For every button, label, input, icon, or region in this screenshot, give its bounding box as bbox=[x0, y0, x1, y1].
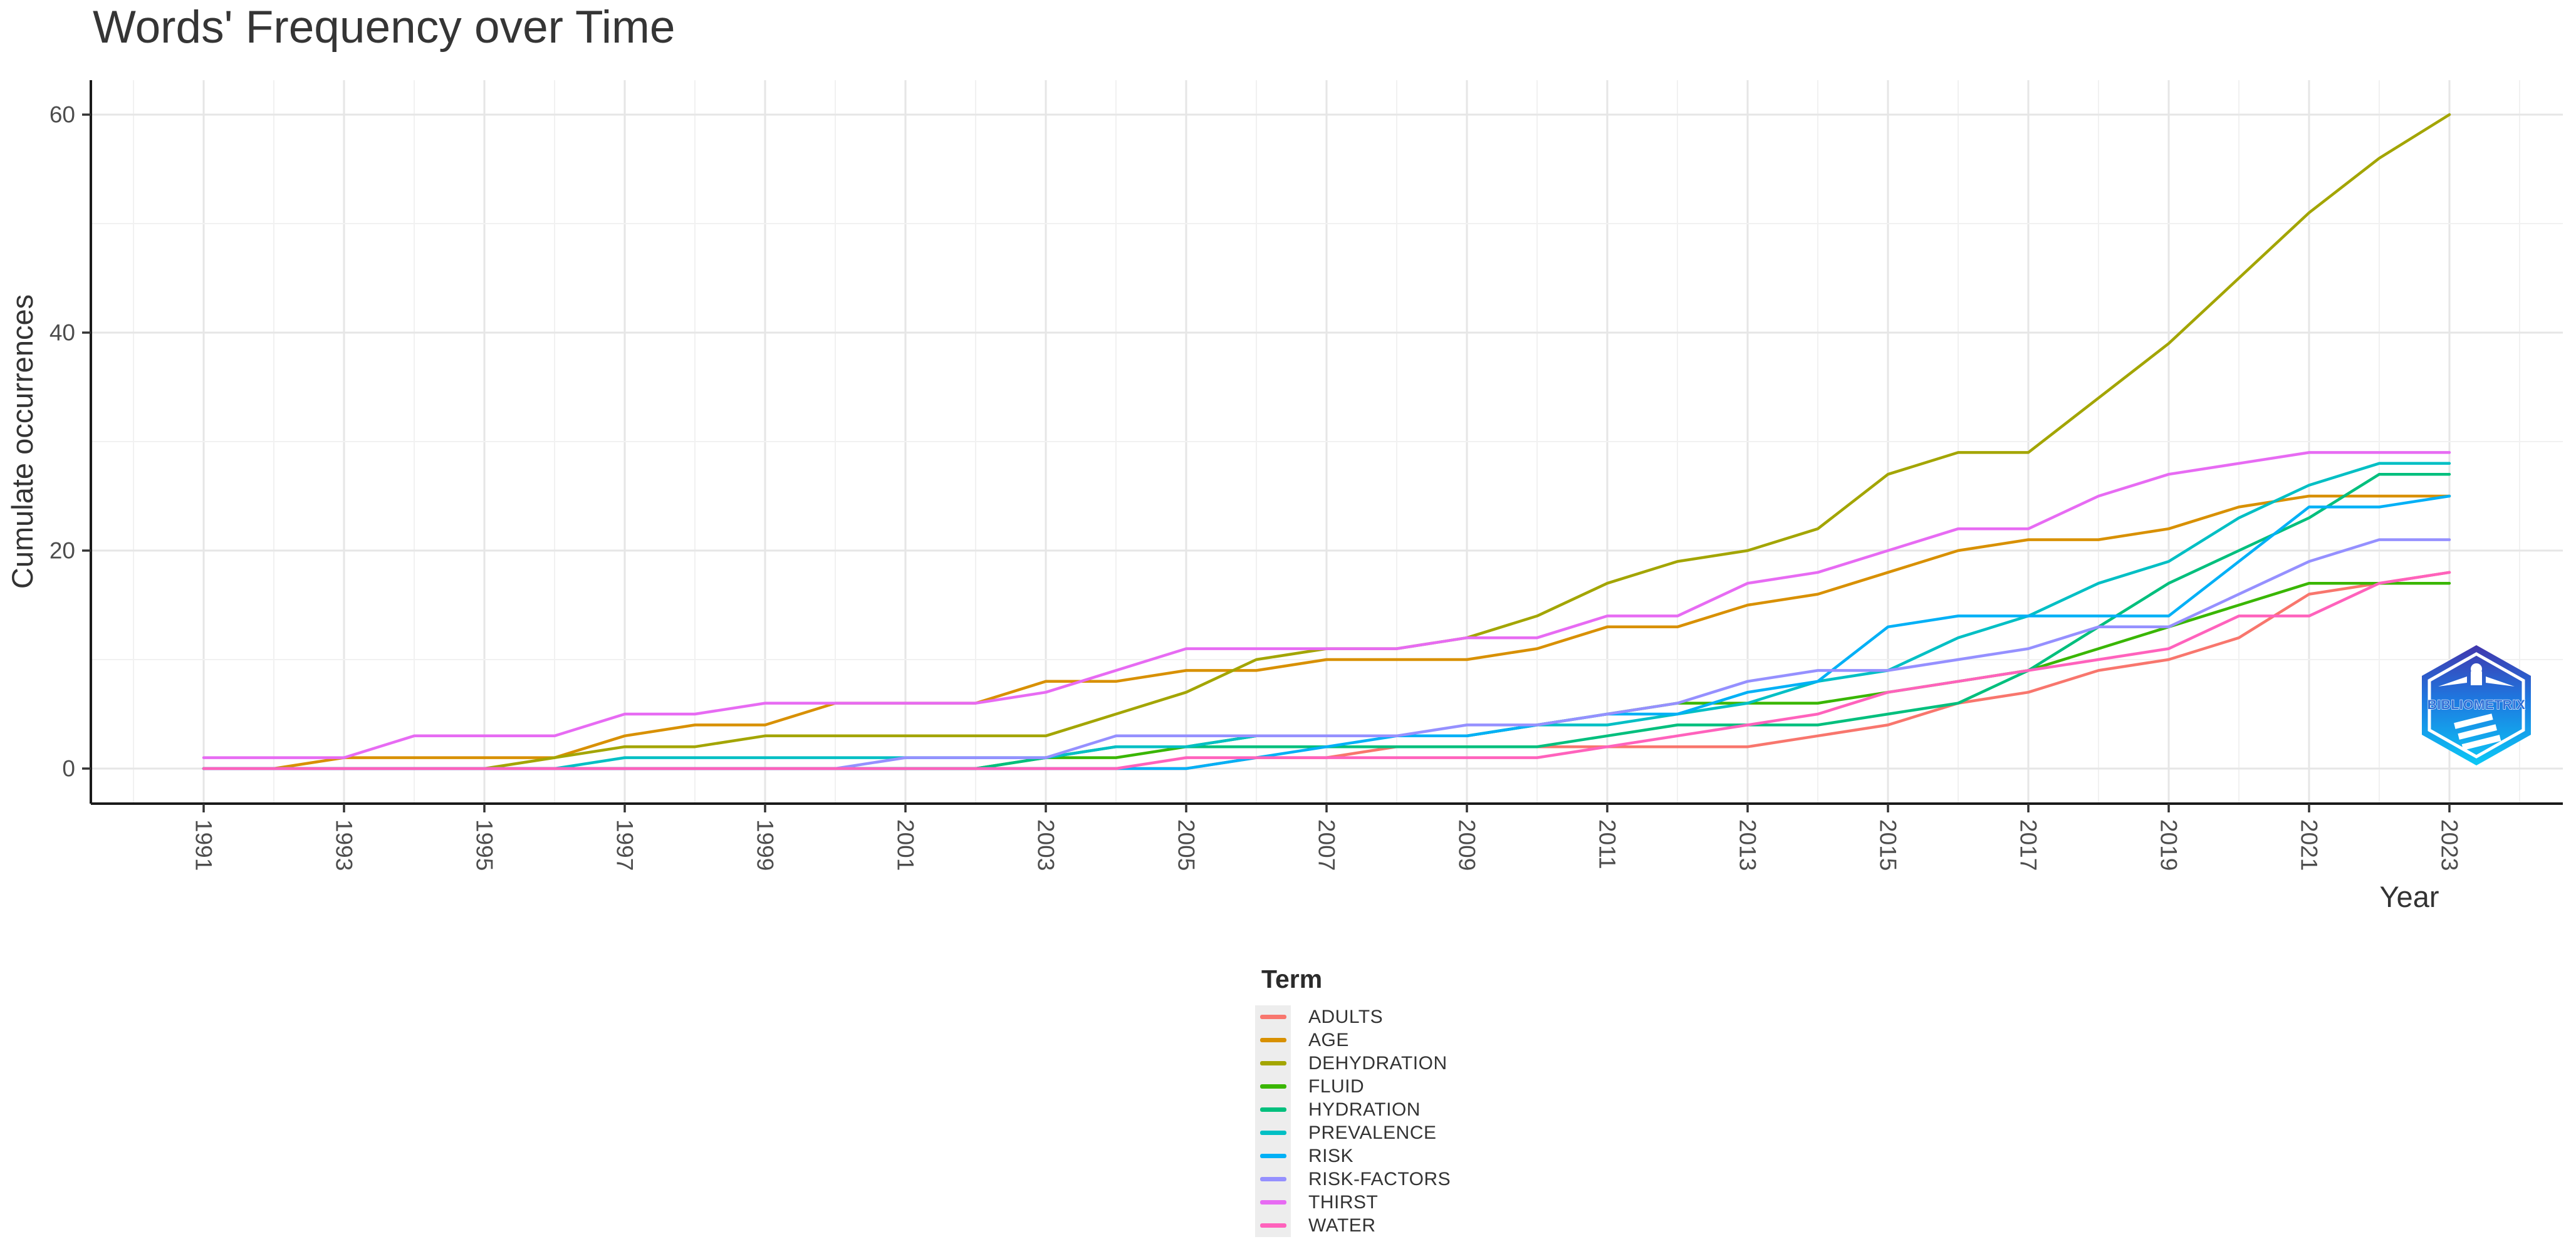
legend: Term ADULTS AGE DEHYDRATION FLUID HYDRATION P… bbox=[1255, 965, 1451, 1237]
lighthouse-icon bbox=[2438, 663, 2515, 750]
legend-items: ADULTS AGE DEHYDRATION FLUID HYDRATION PREVAL… bbox=[1255, 1005, 1451, 1237]
legend-item-label: DEHYDRATION bbox=[1308, 1052, 1447, 1074]
legend-key bbox=[1255, 1214, 1291, 1237]
y-axis: 0 20 40 60 bbox=[50, 102, 91, 782]
svg-text:40: 40 bbox=[50, 320, 75, 346]
legend-item: DEHYDRATION bbox=[1255, 1052, 1451, 1075]
svg-text:2009: 2009 bbox=[1454, 819, 1480, 871]
svg-text:20: 20 bbox=[50, 538, 75, 564]
legend-item: PREVALENCE bbox=[1255, 1121, 1451, 1144]
line-chart: 0 20 40 60 1991 1993 1995 1997 1999 2001 2003 2005 2… bbox=[6, 80, 2563, 913]
legend-swatch-icon bbox=[1259, 1200, 1286, 1205]
bibliometrix-logo: BIBLIOMETRIX bbox=[2421, 644, 2532, 767]
legend-item-label: ADULTS bbox=[1308, 1006, 1384, 1027]
legend-key bbox=[1255, 1075, 1291, 1098]
svg-text:2019: 2019 bbox=[2156, 819, 2182, 871]
x-axis-title: Year bbox=[2380, 880, 2439, 913]
legend-item: AGE bbox=[1255, 1029, 1451, 1052]
x-axis: 1991 1993 1995 1997 1999 2001 2003 2005 2007 2009… bbox=[191, 804, 2463, 871]
svg-text:2011: 2011 bbox=[1595, 819, 1620, 869]
svg-text:1991: 1991 bbox=[191, 819, 217, 871]
legend-item: ADULTS bbox=[1255, 1005, 1451, 1029]
y-axis-title: Cumulate occurrences bbox=[6, 294, 39, 589]
svg-text:2017: 2017 bbox=[2016, 819, 2042, 871]
legend-swatch-icon bbox=[1259, 1084, 1286, 1089]
svg-text:1997: 1997 bbox=[612, 819, 638, 871]
legend-swatch-icon bbox=[1259, 1061, 1286, 1065]
legend-item-label: THIRST bbox=[1308, 1191, 1379, 1213]
legend-key bbox=[1255, 1098, 1291, 1121]
svg-text:2023: 2023 bbox=[2437, 819, 2463, 871]
svg-text:60: 60 bbox=[50, 102, 75, 128]
legend-swatch-icon bbox=[1259, 1107, 1286, 1112]
svg-text:2007: 2007 bbox=[1314, 819, 1340, 871]
legend-key bbox=[1255, 1144, 1291, 1168]
legend-title: Term bbox=[1261, 965, 1323, 993]
legend-swatch-icon bbox=[1259, 1015, 1286, 1019]
legend-item-label: RISK bbox=[1308, 1145, 1354, 1166]
bibliometrix-logo-text: BIBLIOMETRIX bbox=[2427, 698, 2526, 712]
legend-item: FLUID bbox=[1255, 1075, 1451, 1098]
series-line-thirst bbox=[202, 451, 2451, 759]
legend-item-label: PREVALENCE bbox=[1308, 1122, 1437, 1143]
bibliometrix-hexagon-icon: BIBLIOMETRIX bbox=[2422, 645, 2531, 765]
legend-item: RISK-FACTORS bbox=[1255, 1168, 1451, 1191]
svg-text:1999: 1999 bbox=[753, 819, 778, 871]
legend-swatch-icon bbox=[1259, 1038, 1286, 1042]
legend-key bbox=[1255, 1052, 1291, 1075]
legend-swatch-icon bbox=[1259, 1223, 1286, 1228]
svg-text:2005: 2005 bbox=[1174, 819, 1199, 871]
legend-key bbox=[1255, 1005, 1291, 1029]
legend-item-label: AGE bbox=[1308, 1029, 1349, 1050]
legend-item: WATER bbox=[1255, 1214, 1451, 1237]
series-line-age bbox=[202, 494, 2451, 770]
legend-item-label: HYDRATION bbox=[1308, 1099, 1421, 1120]
svg-text:2013: 2013 bbox=[1735, 819, 1761, 871]
legend-key bbox=[1255, 1168, 1291, 1191]
legend-item-label: RISK-FACTORS bbox=[1308, 1168, 1451, 1189]
legend-item: RISK bbox=[1255, 1144, 1451, 1168]
svg-text:2001: 2001 bbox=[893, 819, 919, 871]
svg-text:0: 0 bbox=[62, 756, 75, 782]
legend-key bbox=[1255, 1191, 1291, 1214]
svg-text:1993: 1993 bbox=[331, 819, 357, 871]
legend-item: HYDRATION bbox=[1255, 1098, 1451, 1121]
series-line-water bbox=[202, 571, 2451, 770]
series-lines bbox=[202, 113, 2451, 770]
chart-title: Words' Frequency over Time bbox=[93, 2, 675, 53]
legend-item: THIRST bbox=[1255, 1191, 1451, 1214]
legend-item-label: WATER bbox=[1308, 1215, 1376, 1236]
legend-key bbox=[1255, 1029, 1291, 1052]
svg-text:2015: 2015 bbox=[1875, 819, 1901, 871]
gridlines bbox=[91, 80, 2563, 804]
svg-text:1995: 1995 bbox=[472, 819, 498, 871]
legend-swatch-icon bbox=[1259, 1131, 1286, 1135]
svg-text:2021: 2021 bbox=[2297, 819, 2322, 871]
legend-item-label: FLUID bbox=[1308, 1075, 1365, 1097]
legend-key bbox=[1255, 1121, 1291, 1144]
legend-swatch-icon bbox=[1259, 1154, 1286, 1158]
svg-text:2003: 2003 bbox=[1033, 819, 1059, 871]
legend-swatch-icon bbox=[1259, 1177, 1286, 1181]
